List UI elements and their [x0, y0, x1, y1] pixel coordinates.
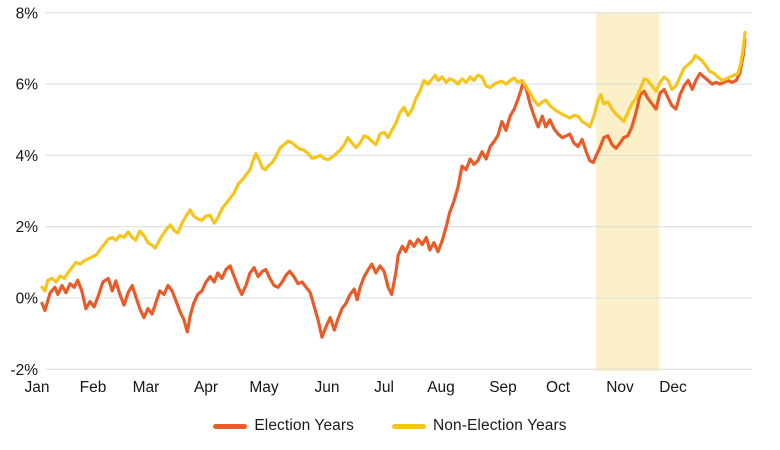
x-tick-label: Apr	[194, 379, 218, 396]
legend-item-non-election-years: Non-Election Years	[392, 417, 567, 435]
chart-legend: Election Years Non-Election Years	[0, 405, 780, 447]
legend-label: Non-Election Years	[433, 417, 567, 434]
legend-swatch	[392, 423, 426, 429]
x-tick-label: Mar	[133, 379, 160, 396]
x-tick-label: Jul	[374, 379, 394, 396]
x-tick-label: Aug	[427, 379, 455, 396]
x-tick-label: Jan	[25, 379, 50, 396]
x-tick-label: May	[249, 379, 279, 396]
series-line-election-years	[40, 37, 747, 339]
series-lines	[40, 30, 747, 339]
x-tick-label: Jun	[315, 379, 340, 396]
chart-plot-area: 8% 6% 4% 2% 0% -2% Jan Feb Mar Apr May Jun Jul Aug Se…	[10, 5, 752, 396]
series-line-non-election-years	[40, 30, 747, 293]
x-tick-label: Nov	[606, 379, 634, 396]
gridlines	[45, 12, 752, 370]
y-axis-tick-labels: 8% 6% 4% 2% 0% -2%	[10, 5, 39, 379]
y-tick-label: 6%	[16, 77, 39, 94]
x-axis-tick-labels: Jan Feb Mar Apr May Jun Jul Aug Sep Oct Nov Dec	[25, 379, 688, 396]
x-tick-label: Feb	[80, 379, 107, 396]
y-tick-label: 8%	[16, 5, 39, 22]
y-tick-label: 4%	[16, 148, 39, 165]
highlight-band-group	[596, 12, 659, 372]
y-tick-label: 0%	[16, 291, 39, 308]
x-tick-label: Oct	[546, 379, 571, 396]
y-tick-label: -2%	[10, 362, 38, 379]
highlight-band	[596, 12, 659, 372]
y-tick-label: 2%	[16, 219, 39, 236]
x-tick-label: Dec	[659, 379, 687, 396]
legend-item-election-years: Election Years	[213, 417, 354, 435]
legend-swatch	[213, 423, 248, 429]
legend-label: Election Years	[254, 417, 354, 434]
x-tick-label: Sep	[489, 379, 517, 396]
